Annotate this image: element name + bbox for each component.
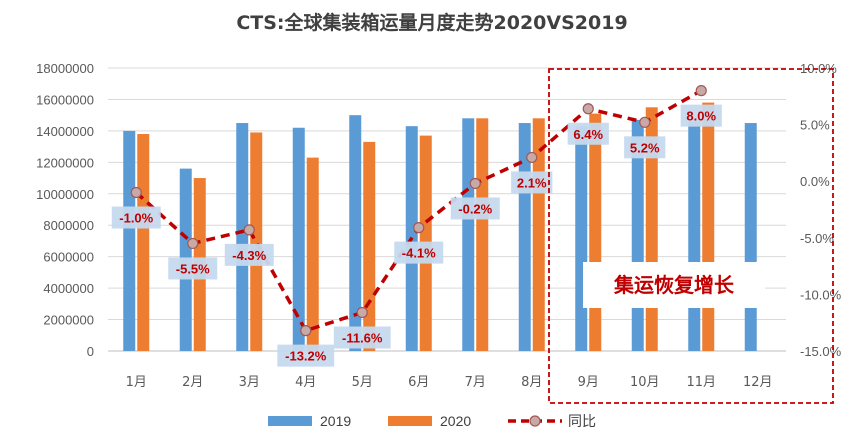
y-tick-label: 10000000 xyxy=(36,187,94,202)
yoy-point xyxy=(356,306,368,319)
legend-marker-yoy xyxy=(529,415,541,427)
data-labels: -1.0% -5.5% -4.3% -13.2% -11.6% -4.1% -0.2% 2.1… xyxy=(111,104,722,367)
data-label-box xyxy=(624,136,666,159)
x-axis: 1月 2月 3月 4月 5月 6月 7月 8月 9月 10月 11月 12月 xyxy=(126,375,773,390)
annotation-box xyxy=(548,68,834,404)
yoy-point xyxy=(413,222,425,234)
y-tick-label: 14000000 xyxy=(36,124,94,139)
x-tick-label: 2月 xyxy=(182,375,203,390)
bar-2020 xyxy=(363,141,376,351)
y2-tick-label: -10.0% xyxy=(800,287,842,302)
y-axis-left: 18000000 16000000 14000000 12000000 10000000… xyxy=(36,61,94,359)
bar-2020 xyxy=(476,118,489,351)
yoy-point xyxy=(582,103,594,115)
bar-2020 xyxy=(589,113,602,351)
legend: 2019 2020 同比 xyxy=(268,413,596,429)
yoy-point xyxy=(300,325,312,337)
legend-label-2020: 2020 xyxy=(440,413,471,429)
x-tick-label: 10月 xyxy=(630,375,660,390)
bar-2020 xyxy=(702,102,715,351)
legend-label-2019: 2019 xyxy=(320,413,351,429)
data-label-box xyxy=(333,326,391,349)
data-label: -5.5% xyxy=(176,261,210,276)
bar-2019 xyxy=(292,127,305,351)
data-label-box xyxy=(680,104,722,127)
data-label: -11.6% xyxy=(342,331,383,346)
x-tick-label: 6月 xyxy=(408,375,429,390)
data-label-box xyxy=(168,257,218,280)
annotation-label-bg xyxy=(583,262,765,308)
yoy-point xyxy=(695,85,707,97)
y-tick-label: 6000000 xyxy=(43,250,94,265)
data-label-box xyxy=(277,344,335,367)
y2-tick-label: -5.0% xyxy=(800,231,834,246)
recovery-annotation: 集运恢复增长 xyxy=(548,68,834,404)
x-tick-label: 9月 xyxy=(578,375,599,390)
legend-swatch-2020 xyxy=(388,416,432,426)
legend-label-yoy: 同比 xyxy=(568,413,596,429)
y2-tick-label: 0.0% xyxy=(800,174,830,189)
yoy-line xyxy=(130,85,707,337)
x-tick-label: 11月 xyxy=(686,375,716,390)
bar-2020 xyxy=(250,132,263,351)
x-tick-label: 5月 xyxy=(352,375,373,390)
x-tick-label: 3月 xyxy=(239,375,260,390)
data-label-box xyxy=(394,241,444,264)
chart-title: CTS:全球集装箱运量月度走势2020VS2019 xyxy=(236,11,627,34)
data-label-box xyxy=(111,206,161,229)
data-label: 2.1% xyxy=(517,175,547,190)
annotation-text: 集运恢复增长 xyxy=(613,273,735,297)
x-tick-label: 8月 xyxy=(521,375,542,390)
bar-2020 xyxy=(306,157,319,351)
bar-2019 xyxy=(575,126,588,351)
x-tick-label: 4月 xyxy=(295,375,316,390)
yoy-point xyxy=(526,151,538,164)
bar-2019 xyxy=(744,123,757,352)
bar-2019 xyxy=(123,130,136,351)
y-axis-right: 10.0% 5.0% 0.0% -5.0% -10.0% -15.0% xyxy=(800,61,842,359)
data-label-box xyxy=(450,197,500,220)
data-label-box xyxy=(511,171,553,194)
data-label: -0.2% xyxy=(458,201,492,216)
bar-2019 xyxy=(462,118,475,351)
data-label: -4.1% xyxy=(402,246,436,261)
y-tick-label: 18000000 xyxy=(36,61,94,76)
y-tick-label: 12000000 xyxy=(36,155,94,170)
x-tick-label: 7月 xyxy=(465,375,486,390)
legend-swatch-2019 xyxy=(268,416,312,426)
yoy-point xyxy=(130,186,142,199)
y-tick-label: 16000000 xyxy=(36,92,94,107)
y2-tick-label: 10.0% xyxy=(800,61,837,76)
bar-2019 xyxy=(236,123,249,352)
data-label: -1.0% xyxy=(119,211,153,226)
data-label-box xyxy=(224,243,274,266)
gridlines xyxy=(108,67,786,352)
data-label: -4.3% xyxy=(232,248,266,263)
data-label: 5.2% xyxy=(630,140,660,155)
data-label: 8.0% xyxy=(686,109,716,124)
yoy-point xyxy=(469,177,481,190)
y2-tick-label: 5.0% xyxy=(800,118,830,133)
x-tick-label: 12月 xyxy=(743,375,773,390)
y-tick-label: 8000000 xyxy=(43,218,94,233)
yoy-point xyxy=(243,224,255,236)
bars xyxy=(123,102,757,352)
y-tick-label: 2000000 xyxy=(43,313,94,328)
y-tick-label: 0 xyxy=(87,344,94,359)
y2-tick-label: -15.0% xyxy=(800,344,842,359)
bar-2019 xyxy=(688,121,701,351)
data-label-box xyxy=(567,122,609,145)
x-tick-label: 1月 xyxy=(126,375,147,390)
yoy-point xyxy=(187,237,199,250)
yoy-point xyxy=(639,116,651,128)
data-label: 6.4% xyxy=(573,127,603,142)
y-tick-label: 4000000 xyxy=(43,281,94,296)
bar-2019 xyxy=(349,115,362,352)
data-label: -13.2% xyxy=(285,349,327,364)
bar-2020 xyxy=(137,134,150,351)
